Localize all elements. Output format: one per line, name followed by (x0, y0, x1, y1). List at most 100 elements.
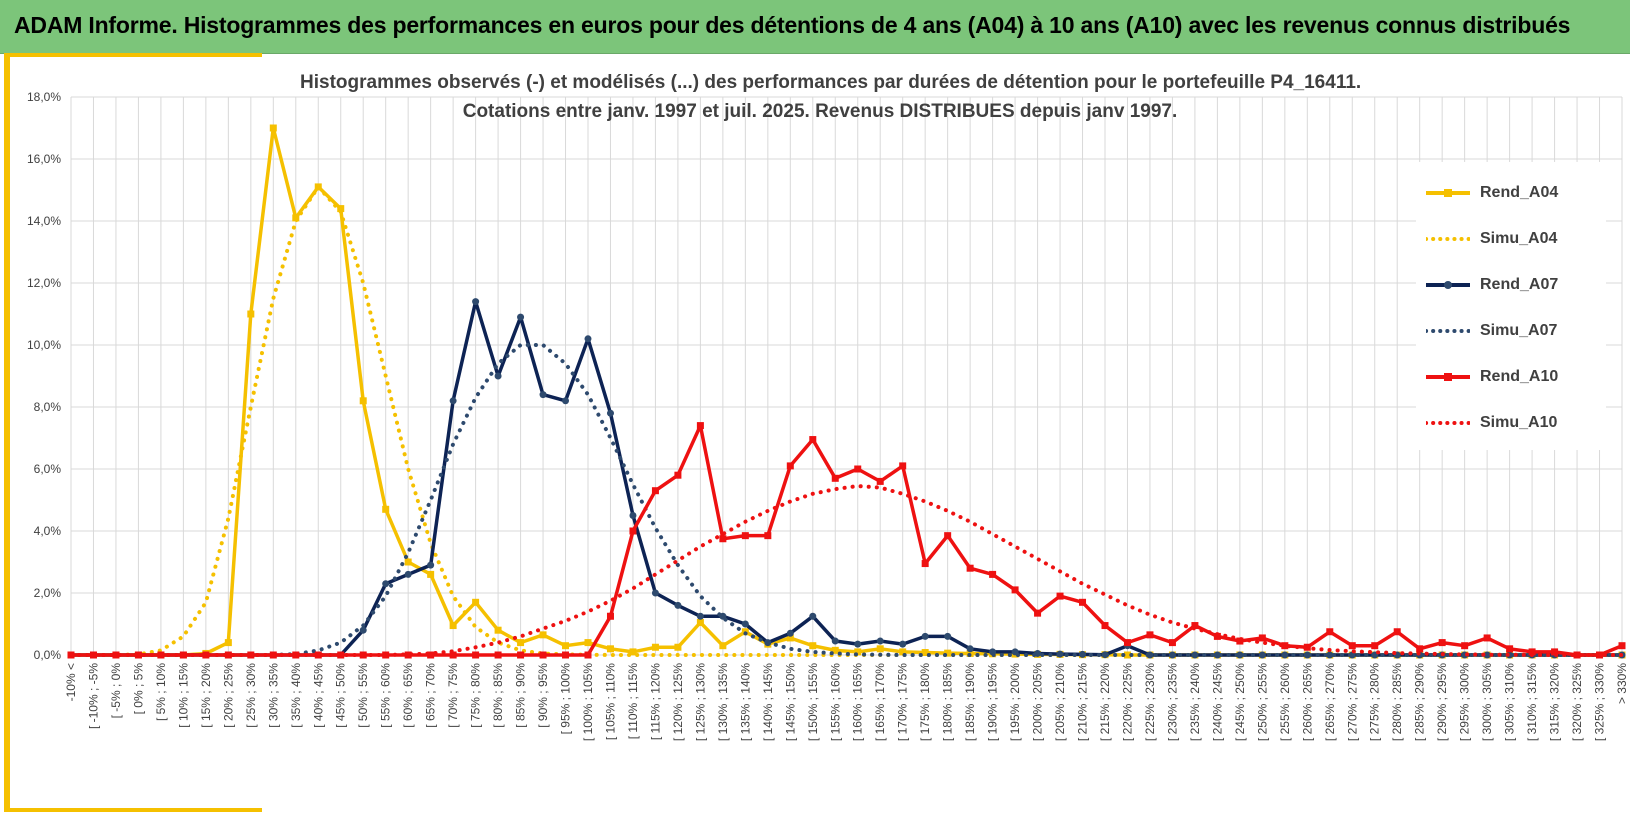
data-point-rend-a07 (427, 561, 435, 569)
x-tick-label: [ 55% ; 60% (379, 663, 393, 728)
x-tick-label: [ 315% ; 320% (1548, 663, 1562, 741)
x-tick-label: [ 200% ; 205% (1031, 663, 1045, 741)
data-point-rend-a07 (359, 626, 367, 634)
data-point-rend-a04 (404, 558, 412, 566)
y-tick-label: 14,0% (27, 214, 61, 228)
data-point-rend-a10 (1011, 586, 1019, 594)
data-point-rend-a04 (584, 639, 592, 647)
x-tick-label: [ 120% ; 125% (671, 663, 685, 741)
data-point-rend-a10 (562, 651, 570, 659)
data-point-rend-a10 (1618, 642, 1626, 650)
x-tick-label: [ 60% ; 65% (401, 663, 415, 728)
data-point-rend-a10 (1236, 637, 1244, 645)
x-tick-label: [ 165% ; 170% (873, 663, 887, 741)
data-point-rend-a10 (1528, 648, 1536, 656)
x-tick-label: [ 310% ; 315% (1525, 663, 1539, 741)
data-point-rend-a04 (1123, 651, 1131, 659)
y-tick-label: 10,0% (27, 338, 61, 352)
data-point-rend-a07 (966, 645, 974, 653)
data-point-rend-a10 (1213, 632, 1221, 640)
x-tick-label: [ 115% ; 120% (648, 663, 662, 740)
data-point-rend-a07 (539, 391, 547, 399)
data-point-rend-a07 (382, 580, 390, 588)
x-tick-label: [ 215% ; 220% (1098, 663, 1112, 741)
x-tick-label: [ 100% ; 105% (581, 663, 595, 741)
data-point-rend-a10 (606, 612, 614, 620)
data-point-rend-a04 (472, 598, 480, 606)
data-point-rend-a10 (764, 532, 772, 540)
x-tick-label: [ -5% ; 0% (109, 663, 123, 719)
data-point-rend-a10 (786, 462, 794, 470)
y-tick-label: 18,0% (27, 90, 61, 104)
data-point-rend-a10 (449, 651, 457, 659)
data-point-rend-a04 (427, 570, 435, 578)
x-tick-label: [ 195% ; 200% (1008, 663, 1022, 741)
frame-accent-top (4, 53, 262, 57)
data-point-rend-a04 (269, 124, 277, 132)
data-point-rend-a04 (292, 214, 300, 222)
data-point-rend-a07 (629, 512, 637, 519)
x-tick-label: [ 25% ; 30% (244, 663, 258, 728)
frame-accent-left (4, 55, 10, 811)
data-point-rend-a10 (854, 465, 862, 473)
x-tick-label: [ 85% ; 90% (514, 663, 528, 728)
data-point-rend-a10 (1303, 643, 1311, 651)
series-line-rend-a10 (69, 423, 1624, 657)
x-tick-label: [ 160% ; 165% (851, 663, 865, 741)
data-point-rend-a10 (202, 651, 210, 659)
x-tick-label: [ 65% ; 70% (424, 663, 438, 728)
legend-label-simu-a10: Simu_A10 (1480, 414, 1558, 431)
data-point-rend-a10 (899, 462, 907, 470)
x-tick-label: [ 235% ; 240% (1188, 663, 1202, 741)
data-point-rend-a07 (651, 589, 659, 597)
data-point-rend-a10 (1483, 634, 1491, 642)
legend-label-simu-a04: Simu_A04 (1480, 230, 1558, 247)
data-point-rend-a07 (809, 612, 817, 620)
data-point-rend-a10 (584, 651, 592, 659)
data-point-rend-a04 (831, 646, 839, 654)
data-point-rend-a04 (337, 205, 345, 213)
data-point-rend-a10 (337, 651, 345, 659)
data-point-rend-a10 (876, 477, 884, 485)
data-point-rend-a10 (1123, 639, 1131, 647)
x-tick-label: [ 35% ; 40% (289, 663, 303, 728)
x-tick-label: [ 225% ; 230% (1143, 663, 1157, 741)
data-point-rend-a07 (449, 397, 457, 405)
legend-swatch-rend-a07 (1426, 281, 1470, 289)
data-point-rend-a10 (1371, 642, 1379, 650)
data-point-rend-a04 (629, 648, 637, 656)
data-point-rend-a07 (741, 620, 749, 628)
x-tick-label: [ 90% ; 95% (536, 663, 550, 728)
data-point-rend-a07 (674, 601, 682, 609)
data-point-rend-a04 (562, 642, 570, 650)
x-tick-label: [ 230% ; 235% (1165, 663, 1179, 741)
x-tick-label: [ 15% ; 20% (199, 663, 213, 728)
data-point-rend-a10 (427, 651, 435, 659)
data-point-rend-a10 (629, 527, 637, 535)
legend-item-simu-a04: Simu_A04 (1426, 228, 1606, 252)
x-tick-label: [ 75% ; 80% (469, 663, 483, 728)
series-line-rend-a07 (69, 299, 1624, 657)
x-tick-label: [ 190% ; 195% (986, 663, 1000, 741)
legend-label-simu-a07: Simu_A07 (1480, 322, 1558, 339)
data-point-rend-a10 (921, 560, 929, 568)
x-tick-label: [ 105% ; 110% (603, 663, 617, 740)
y-tick-label: 6,0% (34, 462, 62, 476)
x-tick-label: -10% < (64, 663, 78, 701)
data-point-rend-a04 (382, 505, 390, 513)
legend-swatch-rend-a04 (1426, 189, 1470, 197)
y-tick-label: 0,0% (34, 648, 62, 662)
data-point-rend-a10 (292, 651, 300, 659)
data-point-rend-a07 (404, 570, 412, 578)
series-line-simu-a10 (69, 484, 1624, 657)
data-point-rend-a10 (1101, 622, 1109, 630)
x-tick-label: [ 255% ; 260% (1278, 663, 1292, 741)
data-point-rend-a04 (921, 649, 929, 657)
data-point-rend-a10 (1326, 628, 1334, 636)
data-point-rend-a10 (314, 651, 322, 659)
x-tick-label: [ 135% ; 140% (738, 663, 752, 741)
data-point-rend-a10 (696, 422, 704, 430)
y-tick-label: 12,0% (27, 276, 61, 290)
data-point-rend-a07 (606, 409, 614, 417)
